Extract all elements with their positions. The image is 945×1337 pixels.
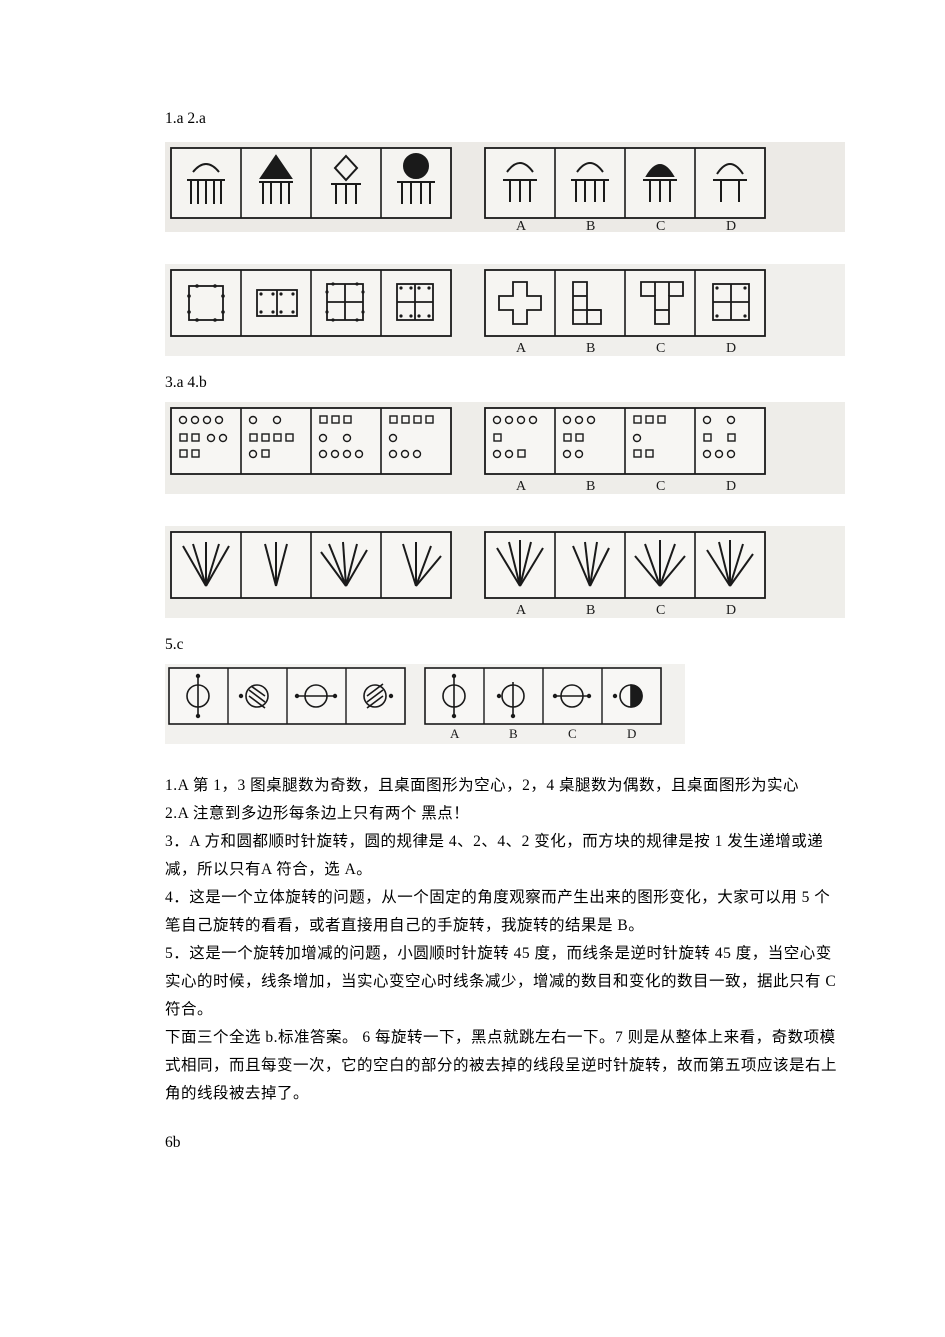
answers-1-2: 1.a 2.a bbox=[165, 110, 845, 128]
svg-text:C: C bbox=[568, 726, 577, 741]
svg-text:B: B bbox=[586, 479, 595, 494]
puzzle-3: A B C D bbox=[165, 402, 845, 494]
puzzle-2-svg: A B C D bbox=[165, 264, 845, 356]
explanation-2: 2.A 注意到多边形每条边上只有两个 黑点！ bbox=[165, 800, 845, 828]
puzzle-1-svg: A B C D bbox=[165, 142, 845, 232]
svg-text:C: C bbox=[656, 219, 665, 232]
puzzle-1: A B C D bbox=[165, 142, 845, 232]
puzzle-2: A B C D bbox=[165, 264, 845, 356]
puzzle-5: A B C D bbox=[165, 664, 845, 744]
puzzle-3-svg: A B C D bbox=[165, 402, 845, 494]
svg-text:D: D bbox=[726, 341, 736, 356]
explanation-3: 3．A 方和圆都顺时针旋转，圆的规律是 4、2、4、2 变化，而方块的规律是按 … bbox=[165, 828, 845, 884]
svg-text:D: D bbox=[726, 603, 736, 618]
svg-text:B: B bbox=[586, 219, 595, 232]
explanation-5: 5．这是一个旋转加增减的问题，小圆顺时针旋转 45 度，而线条是逆时针旋转 45… bbox=[165, 940, 845, 1024]
explanations: 1.A 第 1，3 图桌腿数为奇数，且桌面图形为空心，2，4 桌腿数为偶数，且桌… bbox=[165, 772, 845, 1108]
footer-6b: 6b bbox=[165, 1134, 845, 1152]
explanation-6: 下面三个全选 b.标准答案。 6 每旋转一下，黑点就跳左右一下。7 则是从整体上… bbox=[165, 1024, 845, 1108]
svg-text:A: A bbox=[516, 603, 527, 618]
svg-text:A: A bbox=[516, 479, 527, 494]
page: 1.a 2.a bbox=[0, 0, 945, 1212]
puzzle-5-svg: A B C D bbox=[165, 664, 685, 744]
answers-3-4: 3.a 4.b bbox=[165, 374, 845, 392]
explanation-4: 4．这是一个立体旋转的问题，从一个固定的角度观察而产生出来的图形变化，大家可以用… bbox=[165, 884, 845, 940]
svg-text:A: A bbox=[516, 219, 527, 232]
svg-text:B: B bbox=[586, 341, 595, 356]
svg-text:B: B bbox=[509, 726, 518, 741]
puzzle-4-svg: A B C D bbox=[165, 526, 845, 618]
puzzle-4: A B C D bbox=[165, 526, 845, 618]
svg-text:C: C bbox=[656, 341, 665, 356]
svg-text:C: C bbox=[656, 479, 665, 494]
svg-text:D: D bbox=[627, 726, 636, 741]
explanation-1: 1.A 第 1，3 图桌腿数为奇数，且桌面图形为空心，2，4 桌腿数为偶数，且桌… bbox=[165, 772, 845, 800]
svg-text:B: B bbox=[586, 603, 595, 618]
svg-text:D: D bbox=[726, 479, 736, 494]
svg-text:A: A bbox=[450, 726, 460, 741]
svg-text:C: C bbox=[656, 603, 665, 618]
svg-text:A: A bbox=[516, 341, 527, 356]
answer-5: 5.c bbox=[165, 636, 845, 654]
svg-text:D: D bbox=[726, 219, 736, 232]
